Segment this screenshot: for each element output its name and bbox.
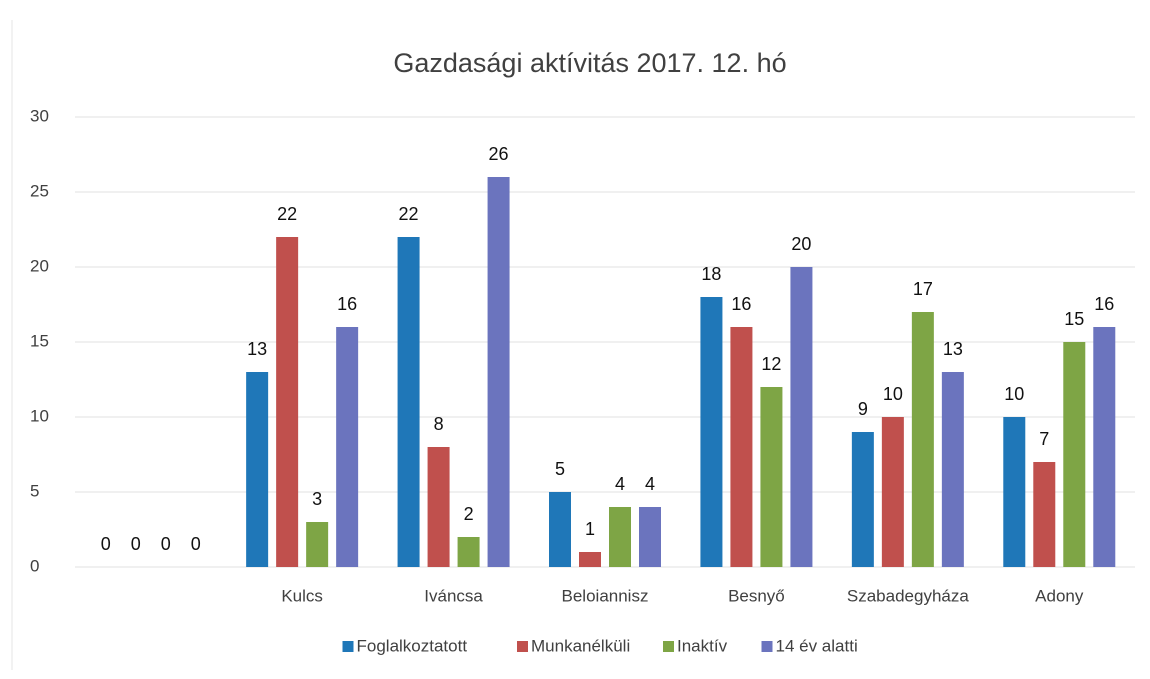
y-tick-label: 25 — [30, 181, 49, 200]
data-label: 10 — [1004, 384, 1024, 404]
data-label: 0 — [131, 534, 141, 554]
y-tick-label: 20 — [30, 256, 49, 275]
data-label: 12 — [761, 354, 781, 374]
data-label: 22 — [399, 204, 419, 224]
data-label: 4 — [615, 474, 625, 494]
x-tick-label: Iváncsa — [424, 586, 483, 605]
bar — [336, 327, 359, 567]
legend-label: 14 év alatti — [776, 636, 858, 655]
legend-swatch — [342, 641, 354, 652]
bar — [579, 552, 601, 567]
data-label: 26 — [489, 144, 509, 164]
x-tick-label: Adony — [1035, 586, 1084, 605]
bar — [609, 507, 631, 567]
legend-swatch — [761, 641, 773, 652]
data-label: 16 — [1094, 294, 1114, 314]
bar — [276, 237, 299, 567]
data-label: 7 — [1039, 429, 1049, 449]
data-label: 5 — [555, 459, 565, 479]
bar — [1093, 327, 1116, 567]
x-tick-label: Szabadegyháza — [847, 586, 969, 605]
bar — [639, 507, 661, 567]
data-label: 2 — [464, 504, 474, 524]
data-label: 8 — [434, 414, 444, 434]
bar — [881, 417, 904, 567]
data-label: 3 — [312, 489, 322, 509]
data-label: 0 — [161, 534, 171, 554]
data-label: 16 — [337, 294, 357, 314]
legend-swatch — [663, 641, 674, 652]
bar — [700, 297, 723, 567]
data-label: 9 — [858, 399, 868, 419]
data-label: 0 — [191, 534, 201, 554]
y-tick-label: 30 — [30, 106, 49, 125]
bar — [1033, 462, 1056, 567]
data-label: 15 — [1064, 309, 1084, 329]
data-label: 13 — [247, 339, 267, 359]
data-label: 0 — [101, 534, 111, 554]
bar — [549, 492, 571, 567]
y-tick-label: 5 — [30, 481, 39, 500]
data-label: 10 — [883, 384, 903, 404]
data-label: 18 — [701, 264, 721, 284]
data-label: 13 — [943, 339, 963, 359]
x-tick-label: Beloiannisz — [562, 586, 649, 605]
legend-label: Munkanélküli — [531, 636, 630, 655]
bar — [306, 522, 329, 567]
x-tick-label: Kulcs — [281, 586, 323, 605]
y-tick-label: 15 — [30, 331, 49, 350]
bar — [760, 387, 783, 567]
data-label: 16 — [731, 294, 751, 314]
bar — [851, 432, 874, 567]
bar — [1003, 417, 1026, 567]
x-tick-label: Besnyő — [728, 586, 785, 605]
bar — [397, 237, 420, 567]
data-label: 1 — [585, 519, 595, 539]
data-label: 4 — [645, 474, 655, 494]
data-label: 22 — [277, 204, 297, 224]
bar — [730, 327, 753, 567]
bar — [457, 537, 480, 567]
bar — [941, 372, 964, 567]
bar — [246, 372, 269, 567]
legend-label: Foglalkoztatott — [357, 636, 468, 655]
bar — [1063, 342, 1086, 567]
data-label: 20 — [791, 234, 811, 254]
bar — [790, 267, 813, 567]
legend-label: Inaktív — [677, 636, 728, 655]
bar — [911, 312, 934, 567]
data-label: 17 — [913, 279, 933, 299]
bar — [427, 447, 450, 567]
legend-swatch — [517, 641, 528, 652]
bar — [487, 177, 510, 567]
y-tick-label: 0 — [30, 556, 39, 575]
y-tick-label: 10 — [30, 406, 49, 425]
chart-title: Gazdasági aktívitás 2017. 12. hó — [393, 48, 786, 78]
